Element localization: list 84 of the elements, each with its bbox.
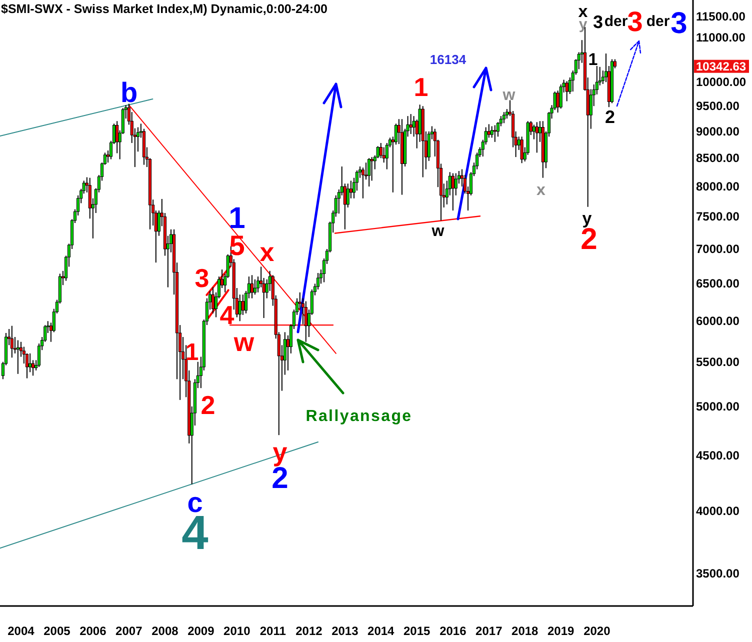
y-tick-label: 6000.00 <box>696 314 740 328</box>
annotation: 1 <box>414 72 428 102</box>
annotation: 1 <box>185 338 199 366</box>
y-tick-label: 9000.00 <box>696 124 740 138</box>
annotation: x <box>260 237 275 267</box>
candlestick <box>451 172 454 212</box>
annotation: 2 <box>200 390 216 420</box>
annotation: 3 <box>194 263 210 293</box>
annotation: 1 <box>588 50 598 68</box>
x-tick-label: 2013 <box>332 624 359 638</box>
candlestick <box>559 84 562 110</box>
x-tick-label: 2008 <box>152 624 179 638</box>
candlestick <box>10 325 14 358</box>
x-tick-label: 2020 <box>584 624 611 638</box>
y-tick-label: 8000.00 <box>696 180 740 194</box>
x-tick-label: 2017 <box>476 624 503 638</box>
y-tick-label: 11000.00 <box>696 30 746 45</box>
y-tick-label: 8500.00 <box>696 151 740 166</box>
candlestick <box>370 156 374 182</box>
y-tick-label: 4500.00 <box>696 448 740 463</box>
candlestick <box>304 300 308 342</box>
y-tick-label: 5500.00 <box>696 354 740 369</box>
chart-title: $SMI-SWX - Swiss Market Index,M) Dynamic,0:00-24:00 <box>1 2 328 16</box>
annotation: w <box>232 327 255 357</box>
text: 10342.63 <box>696 59 746 74</box>
x-tick-label: 2005 <box>44 624 71 638</box>
y-tick-label: 7000.00 <box>696 242 740 256</box>
annotation: 16134 <box>430 52 467 66</box>
x-tick-label: 2016 <box>440 624 467 638</box>
candlestick <box>368 158 371 188</box>
y-tick-label: 4000.00 <box>696 504 740 518</box>
candlestick <box>253 278 256 296</box>
annotation: x <box>536 182 546 198</box>
candlestick <box>556 90 560 114</box>
annotation: 3 <box>592 12 604 32</box>
x-tick-label: 2012 <box>296 624 323 638</box>
x-tick-label: 2015 <box>404 624 431 638</box>
annotation: der <box>646 12 670 30</box>
candlestick <box>379 142 382 159</box>
candlestick <box>16 340 20 374</box>
candlestick <box>250 274 254 299</box>
annotation: 2 <box>604 107 616 127</box>
candlestick <box>412 116 416 138</box>
candlestick <box>346 183 350 208</box>
candlestick <box>490 126 494 138</box>
candlestick <box>409 114 412 135</box>
annotation: 3 <box>627 6 643 36</box>
candlestick <box>565 80 568 102</box>
x-tick-label: 2009 <box>188 624 215 638</box>
annotation: 4 <box>220 300 235 330</box>
y-tick-label: 5000.00 <box>696 399 740 414</box>
y-tick-label: 11500.00 <box>696 10 746 24</box>
annotation: Rallyansage <box>306 408 412 424</box>
candlestick <box>487 124 490 138</box>
x-tick-label: 2014 <box>368 624 395 638</box>
candlestick <box>520 136 524 164</box>
y-tick-label: 7500.00 <box>696 210 740 224</box>
candlestick <box>493 124 496 142</box>
x-tick-label: 2010 <box>224 624 251 638</box>
y-tick-label: 3500.00 <box>696 566 740 580</box>
candlestick <box>211 286 215 314</box>
annotation: w <box>430 222 445 240</box>
annotation: 3 <box>670 6 688 40</box>
x-tick-label: 2019 <box>547 624 575 638</box>
x-tick-label: 2007 <box>116 624 143 638</box>
candlestick <box>238 294 242 322</box>
candlestick <box>454 172 458 196</box>
candlestick <box>382 146 386 164</box>
x-tick-label: 2018 <box>512 624 539 638</box>
candlestick <box>535 122 538 154</box>
candlestick <box>532 124 536 140</box>
annotation: b <box>120 76 138 108</box>
annotation: der <box>604 12 628 30</box>
candlestick <box>502 112 506 124</box>
y-tick-label: 6500.00 <box>696 276 740 291</box>
y-tick-label: 9500.00 <box>696 99 740 114</box>
x-tick-label: 2004 <box>8 624 35 638</box>
candlestick <box>589 88 592 130</box>
candlestick <box>241 294 244 316</box>
x-tick-label: 2011 <box>260 624 286 638</box>
annotation: w <box>502 86 516 104</box>
candlestick <box>28 352 32 373</box>
x-tick-label: 2006 <box>80 624 107 638</box>
y-tick-label: 10000.00 <box>696 75 746 90</box>
